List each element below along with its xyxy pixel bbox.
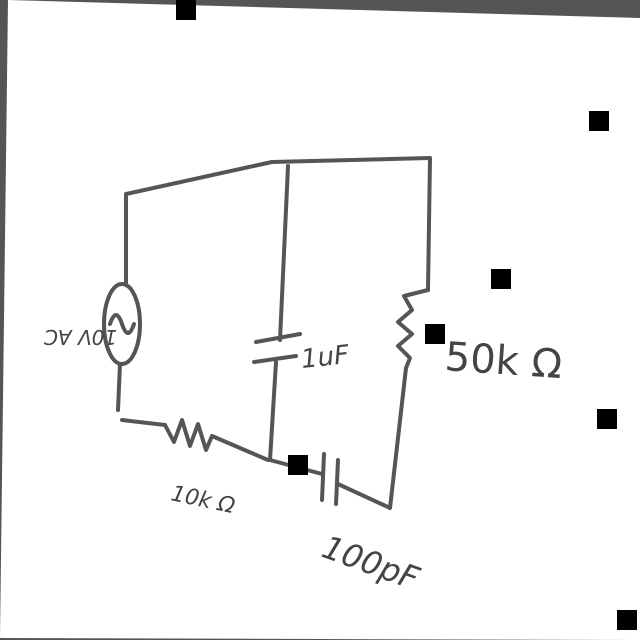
marker-square [425,324,445,344]
wire-left-bottom [116,362,167,427]
resistor-right-symbol [396,288,430,370]
marker-square [288,455,308,475]
capacitor-parallel-label: 1uF [300,340,352,375]
marker-square [617,610,637,630]
circuit-diagram [102,156,432,510]
ac-source-sine [108,313,136,335]
marker-square [491,269,511,289]
capacitor-parallel-symbol [252,332,302,364]
marker-square [589,111,609,131]
source-label: 10V AC [44,325,117,349]
resistor-bottom-symbol [163,418,270,462]
resistor-right-label: 50k Ω [443,334,563,388]
capacitor-series-symbol [320,452,340,506]
wire-top [124,156,432,292]
marker-square [176,0,196,20]
wire-right-bottom [336,366,408,510]
wire-middle-vertical [268,164,290,462]
marker-square [597,409,617,429]
